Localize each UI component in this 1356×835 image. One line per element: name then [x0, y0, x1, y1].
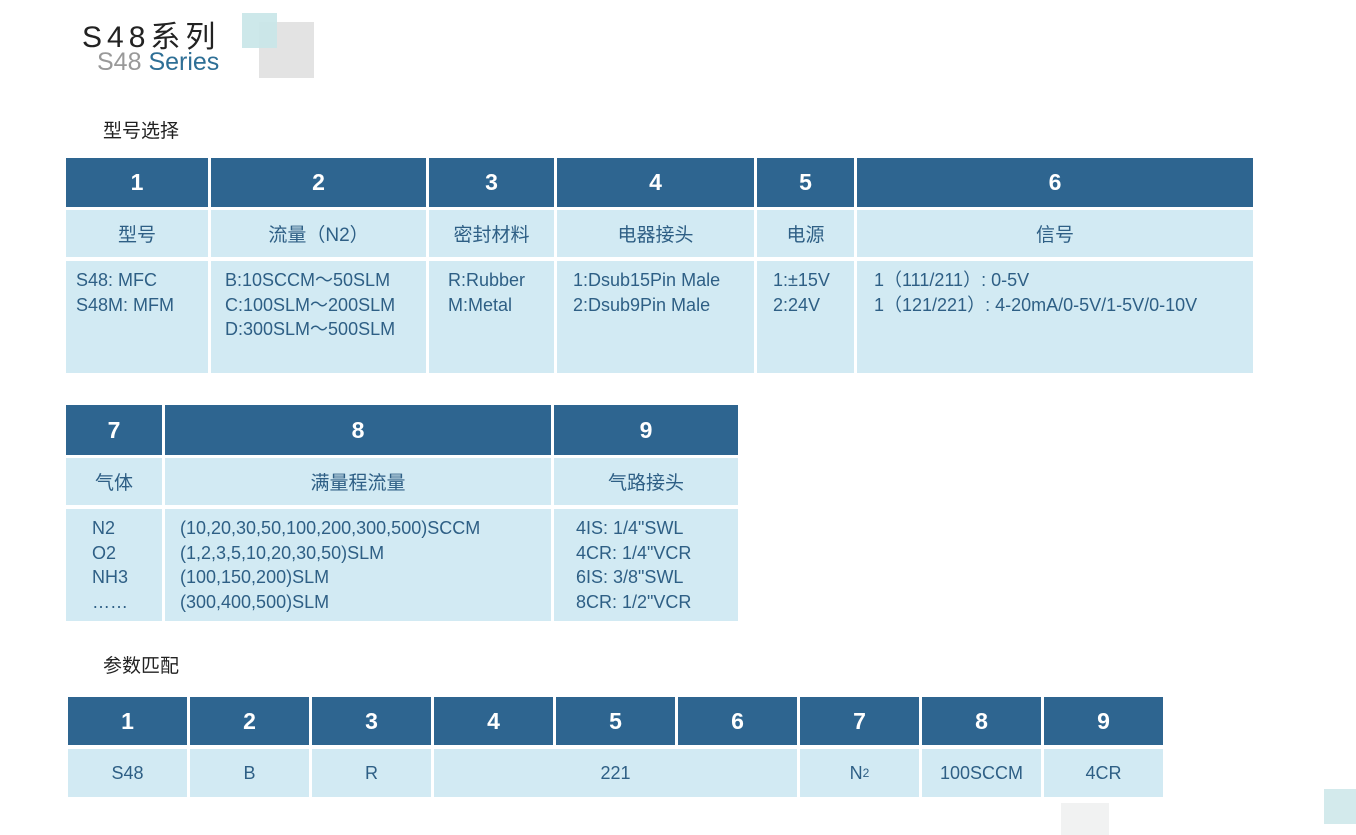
- header-cell: 4: [434, 697, 553, 745]
- column-label: 流量（N2）: [211, 210, 426, 257]
- column-label: 气路接头: [554, 458, 738, 505]
- option-item: D:300SLM～500SLM: [225, 319, 396, 339]
- column-label: 电器接头: [557, 210, 754, 257]
- option-item: NH3: [92, 567, 129, 587]
- option-item: 1（111/211）: 0-5V: [874, 270, 1030, 290]
- column-label: 信号: [857, 210, 1253, 257]
- option-item: N2: [92, 518, 116, 538]
- option-item: R:Rubber: [448, 270, 526, 290]
- option-item: S48: MFC: [76, 270, 158, 290]
- header-cell: 1: [68, 697, 187, 745]
- option-item: 4IS: 1/4"SWL: [576, 518, 684, 538]
- decor-square-gray-bottom: [1061, 803, 1109, 835]
- column-options: R:Rubber M:Metal: [429, 261, 554, 373]
- column-options: 4IS: 1/4"SWL 4CR: 1/4"VCR 6IS: 3/8"SWL 8CR:…: [554, 509, 738, 621]
- header-cell: 7: [800, 697, 919, 745]
- option-item: (1,2,3,5,10,20,30,50)SLM: [180, 542, 385, 563]
- column-options: S48: MFC S48M: MFM: [66, 261, 208, 373]
- column-number: 6: [857, 158, 1253, 207]
- column-label: 气体: [66, 458, 162, 505]
- option-item: O2: [92, 542, 117, 563]
- column-number: 7: [66, 405, 162, 455]
- header-cell: 6: [678, 697, 797, 745]
- gas-symbol: N: [849, 762, 863, 783]
- header-cell: 5: [556, 697, 675, 745]
- column-number: 4: [557, 158, 754, 207]
- value-fitting: 4CR: [1044, 749, 1163, 797]
- header-cell: 2: [190, 697, 309, 745]
- column-number: 8: [165, 405, 551, 455]
- value-connector-power-signal: 221: [434, 749, 797, 797]
- page-title: S48系列: [82, 21, 221, 54]
- option-item: (100,150,200)SLM: [180, 567, 330, 587]
- column-label: 密封材料: [429, 210, 554, 257]
- option-item: 8CR: 1/2"VCR: [576, 591, 692, 612]
- column-options: (10,20,30,50,100,200,300,500)SCCM (1,2,3,…: [165, 509, 551, 621]
- value-flow: B: [190, 749, 309, 797]
- column-options: N2 O2 NH3 ……: [66, 509, 162, 621]
- column-options: 1:±15V 2:24V: [757, 261, 854, 373]
- option-item: 2:24V: [773, 294, 821, 315]
- section-title-model-selection: 型号选择: [103, 121, 180, 142]
- value-model: S48: [68, 749, 187, 797]
- header-cell: 3: [312, 697, 431, 745]
- option-item: 2:Dsub9Pin Male: [573, 294, 711, 315]
- decor-square-teal-bottom: [1324, 789, 1356, 824]
- option-item: 1:±15V: [773, 270, 830, 290]
- section-title-parameter-match: 参数匹配: [103, 656, 180, 677]
- column-label: 电源: [757, 210, 854, 257]
- column-options: B:10SCCM～50SLM C:100SLM～200SLM D:300SLM～50…: [211, 261, 426, 373]
- option-item: M:Metal: [448, 294, 513, 315]
- column-number: 2: [211, 158, 426, 207]
- option-item: 6IS: 3/8"SWL: [576, 567, 684, 587]
- option-item: 1（121/221）: 4-20mA/0-5V/1-5V/0-10V: [874, 294, 1198, 315]
- column-options: 1:Dsub15Pin Male 2:Dsub9Pin Male: [557, 261, 754, 373]
- column-number: 3: [429, 158, 554, 207]
- option-item: ……: [92, 591, 128, 612]
- header-cell: 9: [1044, 697, 1163, 745]
- gas-subscript: 2: [862, 766, 870, 780]
- column-number: 5: [757, 158, 854, 207]
- option-item: B:10SCCM～50SLM: [225, 270, 391, 290]
- column-label: 型号: [66, 210, 208, 257]
- option-item: C:100SLM～200SLM: [225, 294, 396, 315]
- option-item: (10,20,30,50,100,200,300,500)SCCM: [180, 518, 481, 538]
- column-options: 1（111/211）: 0-5V 1（121/221）: 4-20mA/0-5V/…: [857, 261, 1253, 373]
- option-item: (300,400,500)SLM: [180, 591, 330, 612]
- value-full-scale: 100SCCM: [922, 749, 1041, 797]
- option-item: 4CR: 1/4"VCR: [576, 542, 692, 563]
- option-item: 1:Dsub15Pin Male: [573, 270, 721, 290]
- value-seal: R: [312, 749, 431, 797]
- decor-square-teal: [242, 13, 277, 48]
- column-label: 满量程流量: [165, 458, 551, 505]
- option-item: S48M: MFM: [76, 294, 175, 315]
- column-number: 9: [554, 405, 738, 455]
- header-cell: 8: [922, 697, 1041, 745]
- page-subtitle: S48 Series: [97, 48, 220, 76]
- column-number: 1: [66, 158, 208, 207]
